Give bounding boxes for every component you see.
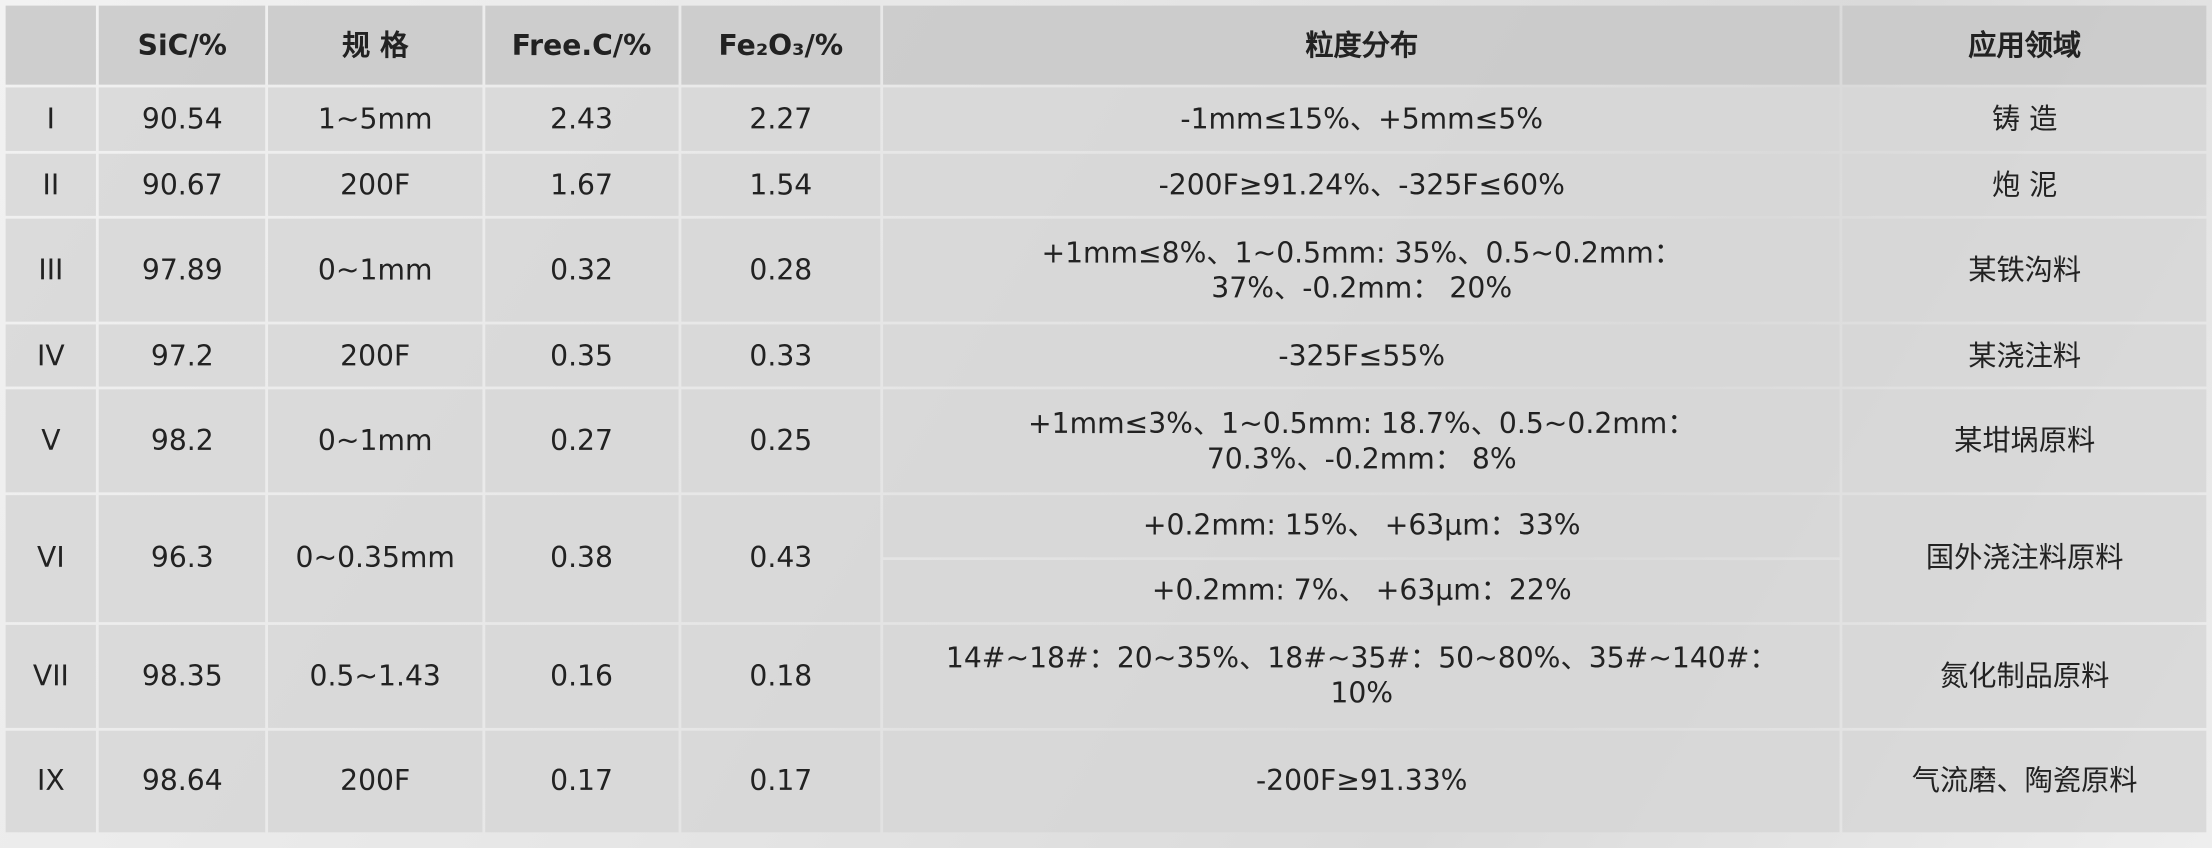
cell: IV [5, 324, 97, 387]
cell: 97.2 [98, 324, 266, 387]
cell: 0.16 [484, 624, 679, 728]
cell: 0.5~1.43 [268, 624, 482, 728]
distribution-cell: -1mm≤15%、+5mm≤5% [883, 87, 1841, 151]
cell: 0.17 [681, 730, 881, 832]
cell: 0~1mm [268, 218, 482, 322]
cell: 0.25 [681, 389, 881, 493]
table-row: V 98.2 0~1mm 0.27 0.25 +1mm≤3%、1~0.5mm: 18.7%… [5, 389, 2207, 493]
cell: 0.27 [484, 389, 679, 493]
distribution-cell: 14#~18#：20~35%、18#~35#：50~80%、35#~140#：1… [883, 624, 1841, 728]
cell: 90.54 [98, 87, 266, 151]
header-row: SiC/% 规 格 Free.C/% Fe₂O₃/% 粒度分布 应用领域 [5, 5, 2207, 85]
cell: 1.54 [681, 153, 881, 216]
cell: 98.64 [98, 730, 266, 832]
header-cell: 应用领域 [1843, 5, 2207, 85]
cell: II [5, 153, 97, 216]
cell: 0.35 [484, 324, 679, 387]
cell: 0.43 [681, 495, 881, 622]
header-cell: 粒度分布 [883, 5, 1841, 85]
application-cell: 某坩埚原料 [1843, 389, 2207, 493]
header-cell: Fe₂O₃/% [681, 5, 881, 85]
cell: VI [5, 495, 97, 622]
application-cell: 炮 泥 [1843, 153, 2207, 216]
header-cell: Free.C/% [484, 5, 679, 85]
application-cell: 国外浇注料原料 [1843, 495, 2207, 622]
table-row: I 90.54 1~5mm 2.43 2.27 -1mm≤15%、+5mm≤5% 铸 造 [5, 87, 2207, 151]
cell: V [5, 389, 97, 493]
cell: 0.38 [484, 495, 679, 622]
distribution-cell: +1mm≤3%、1~0.5mm: 18.7%、0.5~0.2mm：70.3%、-… [883, 389, 1841, 493]
cell: 2.43 [484, 87, 679, 151]
cell: 1~5mm [268, 87, 482, 151]
cell: 200F [268, 730, 482, 832]
distribution-cell: -200F≥91.24%、-325F≤60% [883, 153, 1841, 216]
cell: 0.18 [681, 624, 881, 728]
cell: 2.27 [681, 87, 881, 151]
cell: 90.67 [98, 153, 266, 216]
application-cell: 某铁沟料 [1843, 218, 2207, 322]
cell: VII [5, 624, 97, 728]
cell: 200F [268, 153, 482, 216]
distribution-cell: +1mm≤8%、1~0.5mm: 35%、0.5~0.2mm：37%、-0.2m… [883, 218, 1841, 322]
application-cell: 铸 造 [1843, 87, 2207, 151]
table-row: II 90.67 200F 1.67 1.54 -200F≥91.24%、-325F≤60… [5, 153, 2207, 216]
cell: I [5, 87, 97, 151]
cell: 0~0.35mm [268, 495, 482, 622]
cell: 0~1mm [268, 389, 482, 493]
cell: 0.28 [681, 218, 881, 322]
cell: 97.89 [98, 218, 266, 322]
header-cell [5, 5, 97, 85]
cell: 0.32 [484, 218, 679, 322]
header-cell: SiC/% [98, 5, 266, 85]
table-row: +0.2mm: 7%、 +63μm：22% [6, 559, 2207, 622]
application-cell: 氮化制品原料 [1843, 624, 2207, 728]
cell: 98.35 [98, 624, 266, 728]
header-cell: 规 格 [268, 5, 482, 85]
distribution-cell: -200F≥91.33% [883, 730, 1841, 832]
table-row: III 97.89 0~1mm 0.32 0.28 +1mm≤8%、1~0.5mm: 35… [5, 218, 2207, 322]
table-row: IV 97.2 200F 0.35 0.33 -325F≤55% 某浇注料 [5, 324, 2207, 387]
cell: III [5, 218, 97, 322]
application-cell: 某浇注料 [1843, 324, 2207, 387]
table-row: VII 98.35 0.5~1.43 0.16 0.18 14#~18#：20~35%、1… [5, 624, 2207, 728]
distribution-cell: -325F≤55% [883, 324, 1841, 387]
table-row: VI 96.3 0~0.35mm 0.38 0.43 +0.2mm: 15%、 +63μm… [5, 495, 2207, 622]
cell: 200F [268, 324, 482, 387]
data-table: SiC/% 规 格 Free.C/% Fe₂O₃/% 粒度分布 应用领域 I 90.54 1~5… [3, 3, 2209, 835]
application-cell: 气流磨、陶瓷原料 [1843, 730, 2207, 832]
cell: 98.2 [98, 389, 266, 493]
cell: IX [5, 730, 97, 832]
distribution-cell: +0.2mm: 7%、 +63μm：22% [883, 559, 1841, 622]
cell: 1.67 [484, 153, 679, 216]
table-row: IX 98.64 200F 0.17 0.17 -200F≥91.33% 气流磨、陶瓷原料 [5, 730, 2207, 832]
distribution-cell: +0.2mm: 15%、 +63μm：33% [883, 495, 1841, 557]
cell: 0.17 [484, 730, 679, 832]
cell: 0.33 [681, 324, 881, 387]
cell: 96.3 [98, 495, 266, 622]
